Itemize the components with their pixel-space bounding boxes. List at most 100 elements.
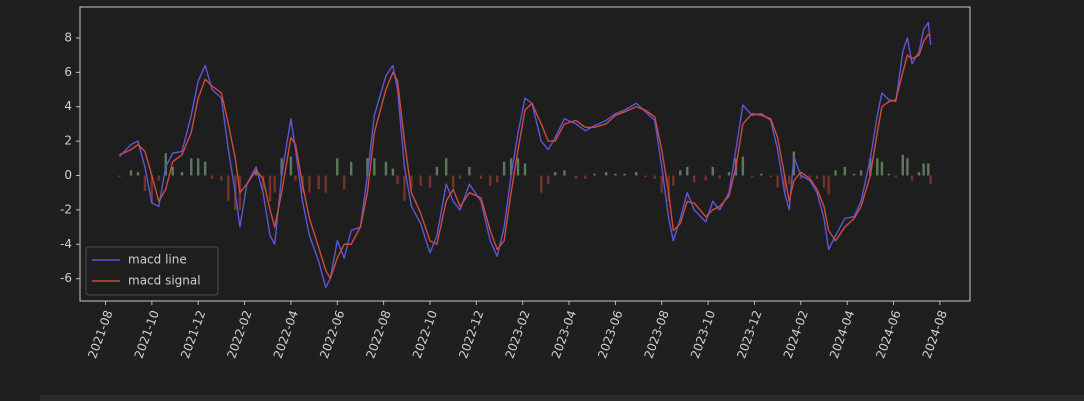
histogram-bar — [769, 175, 772, 178]
histogram-bar — [799, 175, 803, 179]
histogram-bar — [203, 161, 207, 176]
histogram-bar — [783, 175, 786, 193]
histogram-bar — [210, 175, 214, 179]
histogram-bar — [435, 166, 439, 176]
histogram-bar — [635, 172, 638, 176]
histogram-bar — [593, 173, 596, 176]
histogram-bar — [509, 158, 513, 176]
series-line — [118, 21, 932, 288]
legend-box — [85, 246, 219, 296]
histogram-bar — [718, 175, 721, 179]
histogram-bar — [336, 158, 339, 176]
bottom-strip — [40, 395, 1084, 401]
histogram-bar — [727, 172, 731, 176]
histogram-bar — [143, 175, 147, 191]
histogram-bar — [692, 175, 696, 183]
histogram-bar — [760, 173, 763, 176]
histogram-bar — [922, 163, 925, 176]
histogram-bar — [403, 175, 406, 202]
histogram-bar — [324, 175, 327, 193]
histogram-bar — [451, 175, 455, 188]
histogram-bar — [502, 161, 506, 176]
histogram-bar — [876, 158, 879, 176]
histogram-bar — [927, 163, 930, 176]
y-tick-label: 2 — [64, 134, 72, 148]
histogram-bar — [660, 175, 663, 193]
histogram-bar — [220, 175, 223, 181]
histogram-bar — [815, 175, 819, 179]
histogram-bar — [614, 173, 617, 176]
histogram-bar — [546, 175, 550, 185]
legend-label: macd line — [128, 253, 187, 267]
histogram-bar — [894, 175, 898, 178]
y-tick-label: 4 — [64, 99, 72, 113]
histogram-bar — [563, 170, 566, 176]
histogram-bar — [523, 163, 527, 176]
histogram-bar — [227, 175, 230, 202]
histogram-bar — [317, 175, 320, 190]
histogram-bar — [653, 175, 656, 179]
histogram-bar — [150, 175, 154, 203]
histogram-bar — [294, 175, 297, 181]
histogram-bar — [788, 175, 791, 185]
histogram-bar — [917, 172, 921, 176]
histogram-bar — [273, 175, 276, 193]
histogram-bar — [672, 175, 675, 186]
y-tick-label: -2 — [60, 202, 72, 216]
y-tick-label: 0 — [64, 168, 72, 182]
histogram-bar — [280, 158, 283, 176]
histogram-bar — [171, 166, 174, 176]
histogram-bar — [495, 175, 499, 183]
histogram-bar — [852, 173, 856, 176]
histogram-bar — [711, 166, 714, 176]
histogram-bar — [906, 158, 909, 176]
histogram-bar — [901, 154, 904, 176]
histogram-bar — [808, 175, 812, 178]
histogram-bar — [869, 158, 872, 176]
y-tick-label: 8 — [64, 30, 72, 44]
histogram-bar — [929, 175, 932, 185]
histogram-bar — [164, 153, 167, 176]
legend-label: macd signal — [128, 274, 201, 288]
histogram-bar — [584, 175, 587, 179]
plot-frame — [79, 6, 971, 302]
histogram-bar — [468, 166, 471, 176]
histogram-bar — [880, 161, 884, 176]
histogram-bar — [827, 175, 830, 195]
histogram-bar — [197, 158, 200, 176]
histogram-bar — [268, 175, 272, 202]
histogram-bar — [686, 166, 689, 176]
histogram-bar — [623, 173, 626, 176]
histogram-bar — [373, 158, 376, 176]
histogram-bar — [366, 158, 369, 176]
histogram-bar — [419, 175, 422, 186]
histogram-bar — [604, 172, 608, 176]
histogram-bar — [834, 170, 837, 176]
y-tick-label: 6 — [64, 65, 72, 79]
series-line — [119, 33, 932, 280]
histogram-bar — [129, 170, 133, 176]
histogram-bar — [428, 175, 432, 188]
histogram-bar — [843, 166, 847, 176]
histogram-bar — [887, 173, 891, 176]
histogram-bar — [254, 172, 258, 176]
histogram-bar — [343, 175, 346, 190]
histogram-bar — [644, 175, 647, 178]
histogram-bar — [157, 175, 161, 181]
histogram-bar — [574, 175, 578, 179]
histogram-bar — [391, 168, 395, 176]
histogram-bar — [704, 175, 707, 181]
histogram-bar — [479, 175, 483, 179]
histogram-bar — [489, 175, 492, 186]
histogram-bar — [444, 158, 448, 176]
y-tick-label: -6 — [60, 271, 72, 285]
histogram-bar — [349, 161, 353, 176]
histogram-bar — [822, 175, 826, 188]
y-tick-label: -4 — [60, 237, 72, 251]
histogram-bar — [859, 170, 863, 176]
histogram-bar — [396, 175, 399, 185]
histogram-bar — [553, 172, 557, 176]
histogram-bar — [741, 156, 745, 176]
histogram-bar — [118, 175, 121, 178]
